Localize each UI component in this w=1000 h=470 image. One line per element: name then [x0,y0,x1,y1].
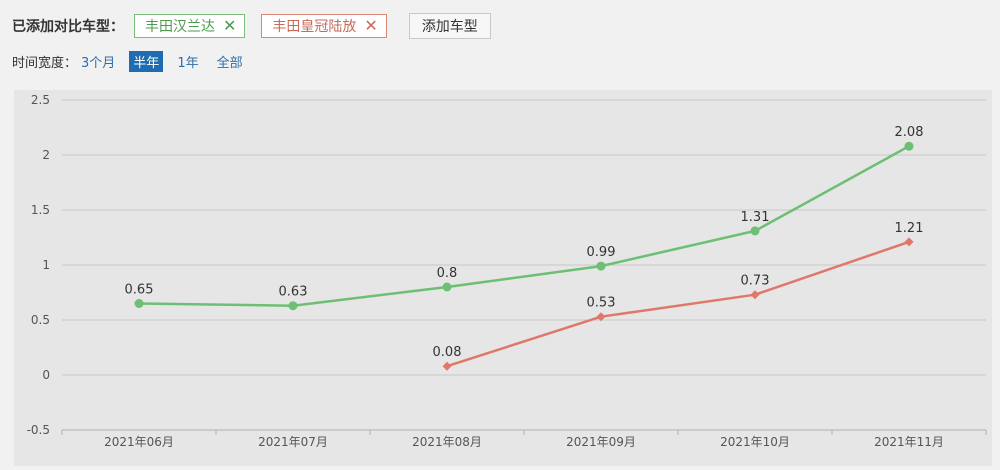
y-tick-label: 0.5 [31,313,50,327]
time-range-label: 时间宽度： [12,55,78,71]
close-icon[interactable]: ✕ [364,16,378,35]
data-point [596,312,606,322]
data-label: 0.08 [433,345,462,360]
data-label: 1.21 [895,221,924,236]
data-point [904,141,914,151]
data-label: 2.08 [895,125,924,140]
x-tick-label: 2021年07月 [258,435,328,449]
data-label: 0.73 [741,274,770,289]
x-tick-label: 2021年10月 [720,435,790,449]
compare-label: 已添加对比车型： [12,19,124,35]
x-tick-label: 2021年08月 [412,435,482,449]
model-tag-name: 丰田汉兰达 [145,19,215,35]
range-option-1-year[interactable]: 1年 [177,55,199,71]
series-line [446,240,910,368]
range-option-3-months[interactable]: 3个月 [81,55,116,71]
data-label: 0.53 [587,296,616,311]
model-tag-name: 丰田皇冠陆放 [272,19,357,35]
data-point [442,361,452,371]
data-point [288,301,298,311]
add-model-button[interactable]: 添加车型 [408,13,491,39]
data-point [904,237,914,247]
data-label: 0.8 [437,266,458,281]
compare-row: 已添加对比车型： 丰田汉兰达 ✕ 丰田皇冠陆放 ✕ 添加车型 [12,12,491,40]
range-option-half-year[interactable]: 半年 [129,50,164,72]
range-option-all[interactable]: 全部 [216,55,243,71]
data-label: 0.99 [587,245,616,260]
y-tick-label: 2.5 [31,93,50,107]
data-label: 0.65 [125,283,154,298]
data-point [750,226,760,236]
data-point [442,282,452,292]
y-tick-label: -0.5 [27,423,50,437]
y-tick-label: 1.5 [31,203,50,217]
line-chart: 2.5 2 1.5 1 0.5 0 -0.5 2021年06月 2021年07月 2021年08月… [14,90,992,466]
chart-svg: 2.5 2 1.5 1 0.5 0 -0.5 2021年06月 2021年07月 2021年08月… [27,93,987,449]
y-tick-label: 0 [42,368,50,382]
model-tag-crown-kluger[interactable]: 丰田皇冠陆放 ✕ [261,14,387,38]
data-point [750,290,760,300]
x-tick-label: 2021年09月 [566,435,636,449]
close-icon[interactable]: ✕ [223,16,237,35]
data-point [134,299,144,308]
data-label: 1.31 [741,210,770,225]
data-label: 0.63 [279,285,308,300]
data-point [596,261,606,271]
series-line [138,145,910,307]
x-tick-label: 2021年11月 [874,435,944,449]
model-tag-highlander[interactable]: 丰田汉兰达 ✕ [134,14,246,38]
time-range-row: 时间宽度： 3个月 半年 1年 全部 [12,50,257,72]
y-tick-label: 1 [42,258,50,272]
x-tick-label: 2021年06月 [104,435,174,449]
y-tick-label: 2 [42,148,50,162]
